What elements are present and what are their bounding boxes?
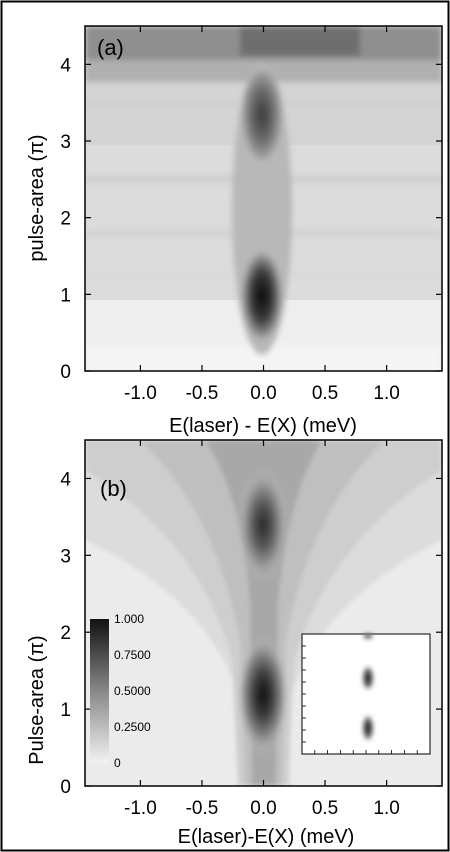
y-tick-label: 0: [60, 777, 71, 798]
panel-b-label: (b): [100, 476, 127, 501]
panel-a-ticks: -1.0 -0.5 0.0 0.5 1.0 0 1 2 3 4: [60, 26, 442, 404]
y-tick-label: 4: [60, 55, 71, 76]
x-tick-label: 0.0: [250, 383, 276, 404]
colorbar-gradient: [90, 619, 109, 763]
panel-a-ylabel: pulse-area (π): [26, 134, 48, 261]
panel-b-xlabel: E(laser)-E(X) (meV): [178, 826, 355, 848]
inset-plot: [301, 633, 431, 755]
x-tick-label: -1.0: [124, 798, 157, 819]
x-tick-label: 0.0: [250, 798, 276, 819]
panel-b-ylabel: Pulse-area (π): [26, 635, 48, 764]
inset-ticks: [301, 633, 431, 755]
y-tick-label: 1: [60, 700, 71, 721]
colorbar-tick-label: 0.2500: [114, 720, 151, 734]
y-tick-label: 1: [60, 285, 71, 306]
x-tick-label: -0.5: [186, 798, 219, 819]
colorbar-ticks: 1.000 0.7500 0.5000 0.2500 0: [114, 612, 151, 770]
x-tick-label: 1.0: [373, 798, 399, 819]
panel-a: (a) -1.0 -0.5 0.0 0.5 1.0 0 1 2 3 4 E(laser) - E(…: [26, 25, 443, 437]
colorbar-tick-label: 0.7500: [114, 648, 151, 662]
y-tick-label: 0: [60, 362, 71, 383]
panel-a-label: (a): [97, 35, 124, 60]
colorbar: 1.000 0.7500 0.5000 0.2500 0: [90, 612, 151, 770]
colorbar-tick-label: 0.5000: [114, 684, 151, 698]
panel-a-xlabel: E(laser) - E(X) (meV): [169, 415, 357, 437]
panel-b: (b) -1.0 -0.5 0.0 0.5 1.0 0 1 2 3 4 E(laser)-E(X)…: [26, 439, 443, 848]
y-tick-label: 3: [60, 546, 71, 567]
y-tick-label: 2: [60, 623, 71, 644]
x-tick-label: 1.0: [373, 383, 399, 404]
y-tick-label: 4: [60, 469, 71, 490]
panel-b-ticks: -1.0 -0.5 0.0 0.5 1.0 0 1 2 3 4: [60, 440, 442, 819]
y-tick-label: 2: [60, 209, 71, 230]
x-tick-label: 0.5: [312, 798, 338, 819]
x-tick-label: -0.5: [186, 383, 219, 404]
x-tick-label: -1.0: [124, 383, 157, 404]
colorbar-tick-label: 1.000: [114, 612, 144, 626]
x-tick-label: 0.5: [312, 383, 338, 404]
panel-a-heatmap: [85, 26, 442, 371]
colorbar-tick-label: 0: [114, 756, 121, 770]
y-tick-label: 3: [60, 132, 71, 153]
